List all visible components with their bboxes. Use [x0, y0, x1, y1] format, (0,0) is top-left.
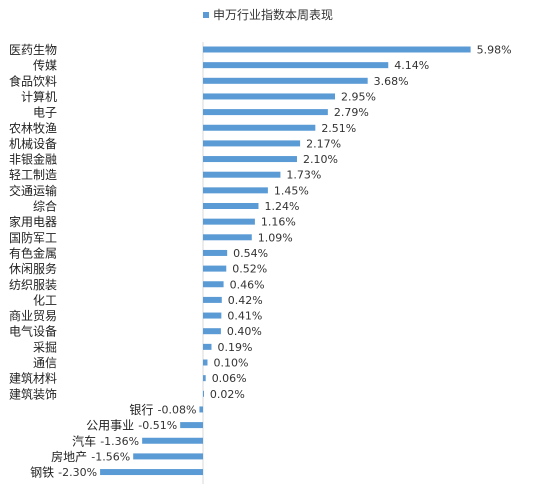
bar-钢铁 [100, 469, 203, 476]
category-label-传媒: 传媒 [33, 58, 57, 73]
value-label-公用事业: -0.51% [138, 419, 177, 432]
bar-计算机 [203, 93, 336, 100]
bar-传媒 [203, 62, 389, 69]
category-labels-group: 医药生物传媒食品饮料计算机电子农林牧渔机械设备非银金融轻工制造交通运输综合家用电… [9, 43, 153, 480]
bar-医药生物 [203, 46, 471, 53]
value-label-电气设备: 0.40% [227, 325, 262, 338]
value-label-建筑材料: 0.06% [212, 372, 247, 385]
category-label-通信: 通信 [33, 356, 57, 370]
bar-综合 [203, 203, 259, 209]
bar-采掘 [203, 343, 212, 350]
value-label-银行: -0.08% [157, 403, 196, 416]
bar-房地产 [133, 453, 203, 460]
category-label-农林牧渔: 农林牧渔 [9, 121, 57, 135]
value-label-汽车: -1.36% [100, 435, 139, 448]
value-label-房地产: -1.56% [91, 450, 130, 463]
value-label-纺织服装: 0.46% [230, 278, 265, 291]
value-label-商业贸易: 0.41% [227, 310, 262, 323]
category-label-建筑材料: 建筑材料 [9, 371, 57, 386]
value-label-通信: 0.10% [213, 357, 248, 370]
value-label-传媒: 4.14% [394, 59, 429, 72]
category-label-商业贸易: 商业贸易 [9, 308, 57, 323]
bar-家用电器 [203, 218, 255, 225]
bar-电子 [203, 109, 328, 116]
bar-国防军工 [203, 234, 252, 241]
legend: 申万行业指数本周表现 [203, 7, 333, 22]
category-label-医药生物: 医药生物 [9, 43, 57, 57]
value-label-电子: 2.79% [334, 106, 369, 119]
category-label-房地产: 房地产 [51, 449, 87, 464]
category-label-休闲服务: 休闲服务 [9, 261, 57, 276]
bar-纺织服装 [203, 281, 224, 288]
bar-食品饮料 [203, 77, 368, 84]
category-label-建筑装饰: 建筑装饰 [9, 386, 57, 401]
bar-化工 [203, 296, 222, 303]
bar-电气设备 [203, 328, 221, 335]
category-label-电子: 电子 [33, 106, 57, 120]
value-label-农林牧渔: 2.51% [321, 122, 356, 135]
value-label-有色金属: 0.54% [233, 247, 268, 260]
value-label-机械设备: 2.17% [306, 137, 341, 150]
bar-机械设备 [203, 140, 301, 147]
value-label-钢铁: -2.30% [58, 466, 97, 479]
category-label-交通运输: 交通运输 [9, 183, 57, 198]
value-label-国防军工: 1.09% [258, 231, 293, 244]
bar-建筑材料 [203, 375, 206, 382]
value-label-食品饮料: 3.68% [374, 75, 409, 88]
category-label-食品饮料: 食品饮料 [9, 73, 57, 88]
category-label-采掘: 采掘 [33, 339, 57, 354]
bars-group [100, 46, 471, 476]
value-label-计算机: 2.95% [341, 90, 376, 103]
value-label-建筑装饰: 0.02% [210, 388, 245, 401]
value-label-休闲服务: 0.52% [232, 263, 267, 276]
value-label-交通运输: 1.45% [274, 184, 309, 197]
value-label-家用电器: 1.16% [261, 216, 296, 229]
category-label-计算机: 计算机 [21, 89, 57, 104]
category-label-公用事业: 公用事业 [86, 419, 134, 433]
category-label-轻工制造: 轻工制造 [9, 168, 57, 182]
bar-非银金融 [203, 156, 297, 163]
value-label-医药生物: 5.98% [477, 44, 512, 57]
legend-swatch [203, 12, 209, 18]
bar-汽车 [142, 437, 203, 444]
category-label-机械设备: 机械设备 [9, 136, 57, 151]
category-label-化工: 化工 [33, 293, 57, 307]
category-label-综合: 综合 [33, 199, 57, 214]
bar-公用事业 [180, 422, 203, 429]
bar-休闲服务 [203, 265, 227, 272]
bar-建筑装饰 [203, 390, 204, 397]
category-label-银行: 银行 [129, 403, 153, 417]
category-label-有色金属: 有色金属 [9, 245, 57, 260]
value-label-轻工制造: 1.73% [286, 169, 321, 182]
bar-轻工制造 [203, 171, 281, 178]
bar-通信 [203, 359, 208, 366]
value-label-非银金融: 2.10% [303, 153, 338, 166]
bar-交通运输 [203, 187, 268, 194]
category-label-非银金融: 非银金融 [9, 152, 57, 167]
bar-有色金属 [203, 249, 228, 256]
value-labels-group: 5.98% 4.14% 3.68% 2.95% 2.79% 2.51% 2.17% 2.10%… [58, 44, 511, 480]
bar-银行 [199, 406, 203, 413]
legend-label: 申万行业指数本周表现 [213, 7, 333, 22]
category-label-电气设备: 电气设备 [9, 324, 57, 339]
bar-农林牧渔 [203, 124, 316, 131]
category-label-钢铁: 钢铁 [30, 466, 54, 480]
value-label-采掘: 0.19% [218, 341, 253, 354]
category-label-汽车: 汽车 [72, 433, 96, 448]
bar-商业贸易 [203, 312, 222, 319]
category-label-纺织服装: 纺织服装 [9, 278, 57, 292]
category-label-家用电器: 家用电器 [9, 214, 57, 229]
value-label-化工: 0.42% [228, 294, 263, 307]
value-label-综合: 1.24% [264, 200, 299, 213]
category-label-国防军工: 国防军工 [9, 230, 57, 245]
